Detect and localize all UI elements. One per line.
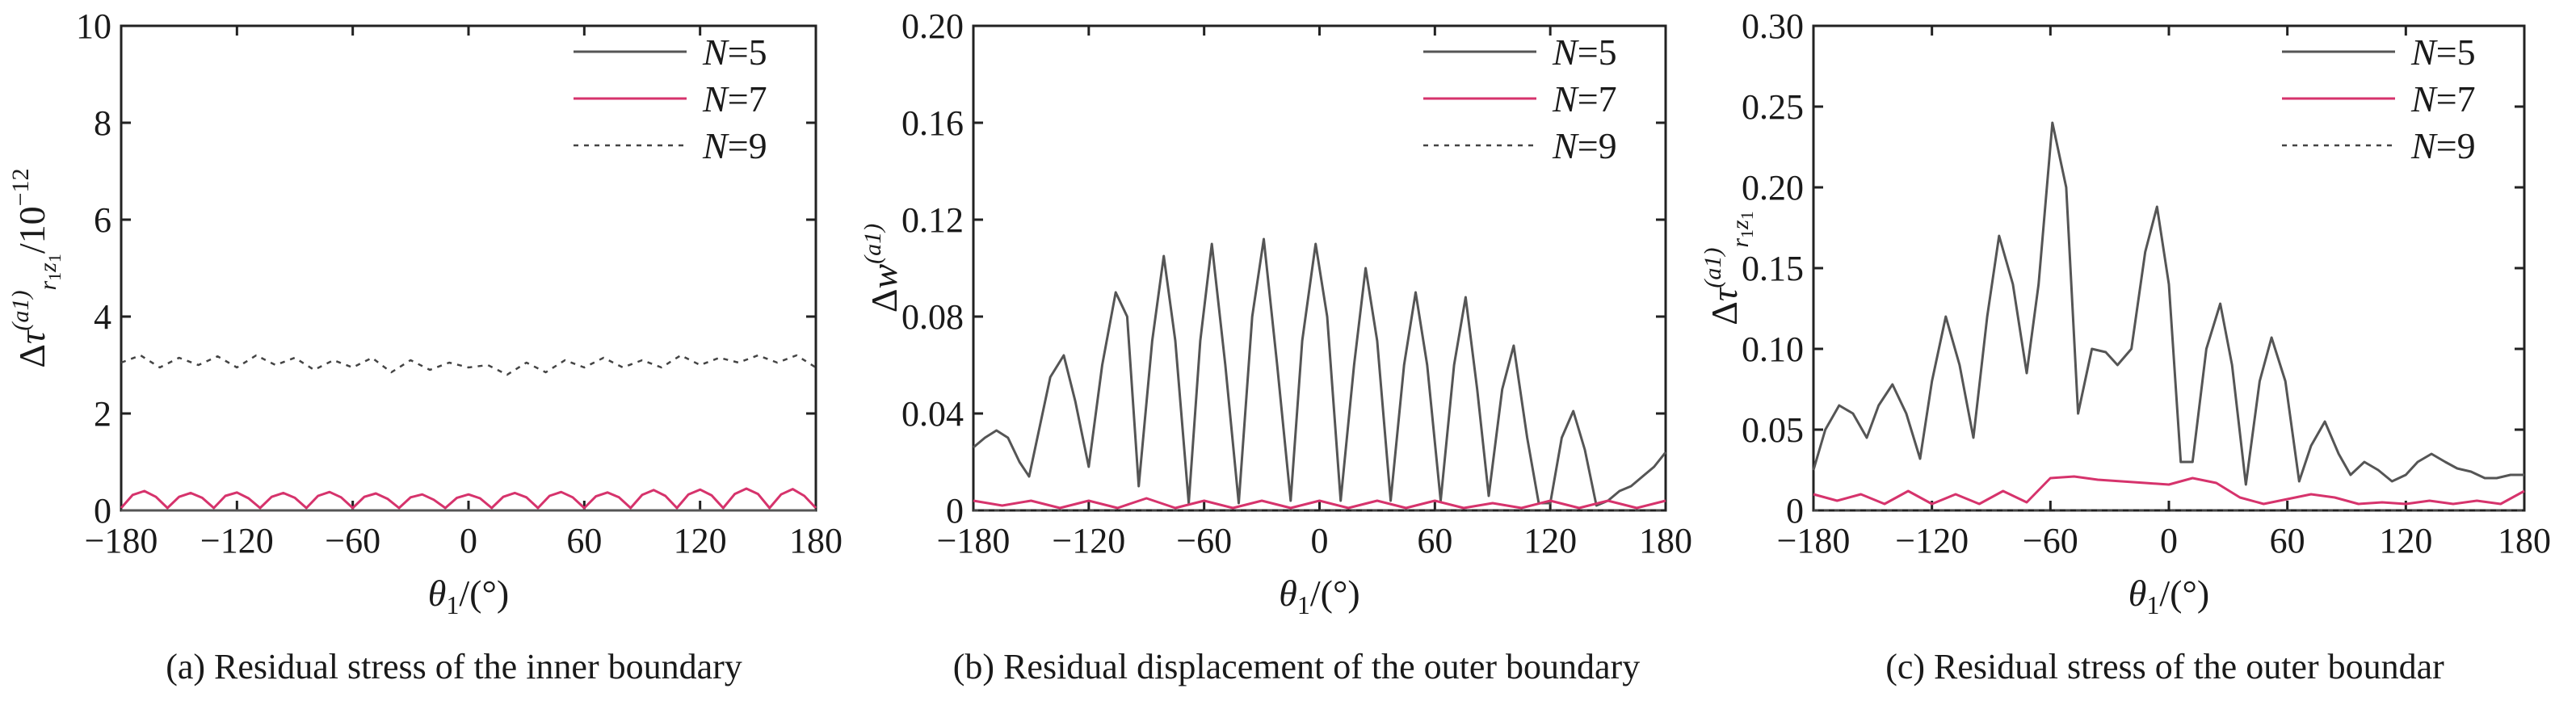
chart-panel-3: −180 −120 −60 0 60 120 180 0 0.05 0.10 0.15 0.20 0.2… xyxy=(1700,6,2551,686)
series-line-N-5 xyxy=(1812,121,2524,486)
y-tick-label: 0.10 xyxy=(1742,330,1804,369)
y-tick-label: 0 xyxy=(1786,491,1804,531)
y-tick-label: 0 xyxy=(946,491,964,531)
x-tick-label: −60 xyxy=(1176,521,1232,560)
x-tick-label: −120 xyxy=(200,521,274,560)
series-line-N-5 xyxy=(973,237,1667,507)
x-tick-label: 120 xyxy=(674,521,727,560)
chart-panel-1: −180 −120 −60 0 60 120 180 0 2 4 6 8 10 N=5 N=7 N=9 θ1/(… xyxy=(7,6,843,686)
y-tick-label: 2 xyxy=(94,394,111,434)
x-tick-label: −120 xyxy=(1895,521,1969,560)
x-tick-label: −60 xyxy=(325,521,380,560)
x-tick-label: −180 xyxy=(937,521,1011,560)
y-tick-label: 0.05 xyxy=(1742,410,1804,450)
x-tick-label: 60 xyxy=(2270,521,2305,560)
y-tick-label: 0.20 xyxy=(1742,168,1804,208)
x-tick-label: −180 xyxy=(85,521,158,560)
x-axis-label: θ1/(°) xyxy=(2128,573,2209,619)
x-tick-label: 60 xyxy=(1417,521,1452,560)
x-tick-label: 180 xyxy=(1639,521,1692,560)
x-tick-label: −60 xyxy=(2023,521,2078,560)
y-tick-label: 4 xyxy=(94,297,111,337)
series-line-N-7 xyxy=(1813,475,2525,506)
legend-label: N=9 xyxy=(702,125,767,166)
x-axis-label: θ1/(°) xyxy=(428,573,509,619)
y-axis-label: Δτ(a1)r1z1 xyxy=(1700,211,1757,325)
y-tick-label: 0.16 xyxy=(901,103,964,143)
x-tick-label: 0 xyxy=(2160,521,2178,560)
legend-label: N=5 xyxy=(2410,31,2476,73)
x-tick-label: 0 xyxy=(460,521,477,560)
x-axis-label: θ1/(°) xyxy=(1279,573,1359,619)
panel-caption: (a) Residual stress of the inner boundar… xyxy=(166,647,742,686)
legend-label: N=7 xyxy=(1552,78,1617,120)
y-tick-label: 0 xyxy=(94,491,111,531)
y-axis-label: Δw(a1) xyxy=(859,224,905,313)
x-tick-label: −120 xyxy=(1052,521,1125,560)
legend-label: N=5 xyxy=(702,31,767,73)
legend-label: N=9 xyxy=(1552,125,1617,166)
panel-caption: (b) Residual displacement of the outer b… xyxy=(953,647,1640,686)
y-tick-label: 8 xyxy=(94,103,111,143)
y-tick-label: 0.04 xyxy=(901,394,964,434)
y-tick-label: 0.30 xyxy=(1742,6,1804,46)
y-tick-label: 0.08 xyxy=(901,297,964,337)
y-tick-label: 0.15 xyxy=(1742,249,1804,288)
panel-caption: (c) Residual stress of the outer boundar xyxy=(1885,647,2444,686)
legend-label: N=5 xyxy=(1552,31,1617,73)
x-tick-label: 120 xyxy=(2379,521,2432,560)
y-tick-label: 10 xyxy=(76,6,111,46)
legend-label: N=7 xyxy=(2410,78,2476,120)
x-tick-label: 180 xyxy=(789,521,843,560)
y-tick-label: 6 xyxy=(94,200,111,240)
series-line-N-7 xyxy=(973,497,1666,510)
x-tick-label: 180 xyxy=(2498,521,2551,560)
x-tick-label: −180 xyxy=(1777,521,1851,560)
chart-panel-2: −180 −120 −60 0 60 120 180 0 0.04 0.08 0.12 0.16 0.2… xyxy=(859,6,1692,686)
y-tick-label: 0.20 xyxy=(901,6,964,46)
y-axis-label: Δτ(a1)r1z1/10−12 xyxy=(7,168,65,367)
x-tick-label: 0 xyxy=(1311,521,1329,560)
x-tick-label: 60 xyxy=(566,521,602,560)
legend-label: N=9 xyxy=(2410,125,2476,166)
x-tick-label: 120 xyxy=(1523,521,1577,560)
legend-label: N=7 xyxy=(702,78,767,120)
series-line-N-7 xyxy=(120,487,817,510)
y-tick-label: 0.12 xyxy=(901,200,964,240)
series-line-N-9 xyxy=(120,354,817,376)
y-tick-label: 0.25 xyxy=(1742,87,1804,127)
